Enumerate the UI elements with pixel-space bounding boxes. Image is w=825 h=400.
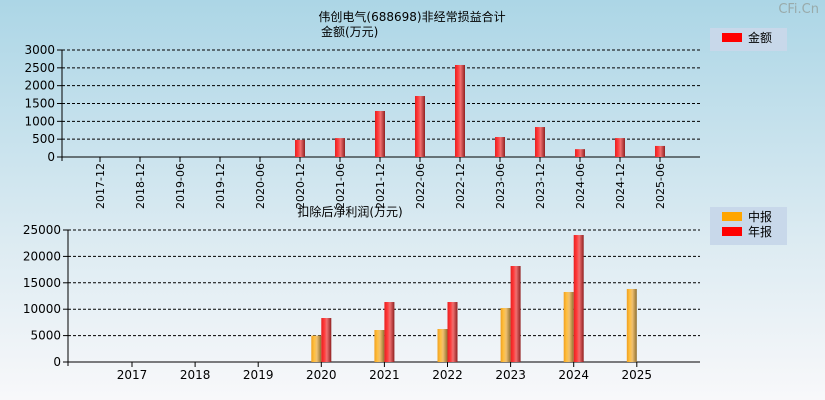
- x-tick-label: 2018: [180, 368, 211, 382]
- y-tick-label: 3000: [24, 43, 55, 57]
- bar-金额-2023-12: [535, 127, 545, 157]
- x-tick-label: 2021-12: [374, 163, 387, 209]
- bar-年报-2020: [321, 318, 332, 362]
- y-tick-label: 0: [47, 150, 55, 164]
- legend-swatch: [722, 212, 742, 221]
- x-tick-label: 2022-12: [454, 163, 467, 209]
- bar-金额-2022-12: [455, 64, 465, 157]
- bar-中报-2020: [311, 335, 322, 362]
- bar-中报-2022: [437, 329, 448, 362]
- y-tick-label: 15000: [23, 276, 61, 290]
- x-tick-label: 2020-06: [254, 163, 267, 209]
- x-tick-label: 2023: [495, 368, 526, 382]
- y-tick-label: 0: [53, 355, 61, 369]
- bar-中报-2024: [563, 291, 574, 362]
- x-tick-label: 2019-06: [174, 163, 187, 209]
- x-tick-label: 2025-06: [654, 163, 667, 209]
- legend-label: 金额: [748, 30, 772, 45]
- x-tick-label: 2025: [622, 368, 653, 382]
- bar-年报-2021: [384, 302, 395, 362]
- bar-年报-2024: [573, 235, 584, 362]
- x-tick-label: 2024-12: [614, 163, 627, 209]
- y-tick-label: 25000: [23, 223, 61, 237]
- chart-title: 伟创电气(688698)非经常损益合计: [318, 9, 505, 24]
- x-tick-label: 2018-12: [134, 163, 147, 209]
- x-tick-label: 2023-06: [494, 163, 507, 209]
- bar-金额-2025-06: [655, 145, 665, 157]
- x-tick-label: 2021: [369, 368, 400, 382]
- bar-金额-2021-06: [335, 138, 345, 157]
- bar-金额-2023-06: [495, 137, 505, 157]
- y-tick-label: 500: [32, 132, 55, 146]
- y-tick-label: 1500: [24, 97, 55, 111]
- x-tick-label: 2022-06: [414, 163, 427, 209]
- bar-中报-2025: [626, 288, 637, 362]
- x-tick-label: 2017: [117, 368, 148, 382]
- x-tick-label: 2022: [432, 368, 463, 382]
- y-axis-label: 金额(万元): [321, 24, 378, 39]
- legend-label: 中报: [748, 209, 772, 224]
- bar-金额-2021-12: [375, 110, 385, 157]
- x-tick-label: 2021-06: [334, 163, 347, 209]
- legend-swatch: [722, 227, 742, 236]
- bar-年报-2022: [447, 302, 458, 362]
- bar-金额-2024-06: [575, 149, 585, 157]
- y-tick-label: 2500: [24, 61, 55, 75]
- bar-年报-2023: [510, 266, 521, 362]
- x-tick-label: 2019: [243, 368, 274, 382]
- y-tick-label: 20000: [23, 249, 61, 263]
- y-tick-label: 10000: [23, 302, 61, 316]
- x-tick-label: 2024-06: [574, 163, 587, 209]
- bar-中报-2021: [374, 330, 385, 362]
- legend-label: 年报: [748, 224, 772, 239]
- y-tick-label: 1000: [24, 114, 55, 128]
- bar-金额-2024-12: [615, 138, 625, 157]
- x-tick-label: 2017-12: [94, 163, 107, 209]
- bar-中报-2023: [500, 307, 511, 362]
- y-tick-label: 5000: [30, 329, 61, 343]
- bar-金额-2020-12: [295, 139, 305, 157]
- x-tick-label: 2019-12: [214, 163, 227, 209]
- x-tick-label: 2020: [306, 368, 337, 382]
- legend-swatch: [722, 33, 742, 42]
- x-tick-label: 2020-12: [294, 163, 307, 209]
- watermark: CFi.Cn: [778, 2, 819, 17]
- bar-金额-2022-06: [415, 96, 425, 157]
- chart-title: 扣除后净利润(万元): [297, 204, 402, 219]
- x-tick-label: 2023-12: [534, 163, 547, 209]
- y-tick-label: 2000: [24, 79, 55, 93]
- x-tick-label: 2024: [558, 368, 589, 382]
